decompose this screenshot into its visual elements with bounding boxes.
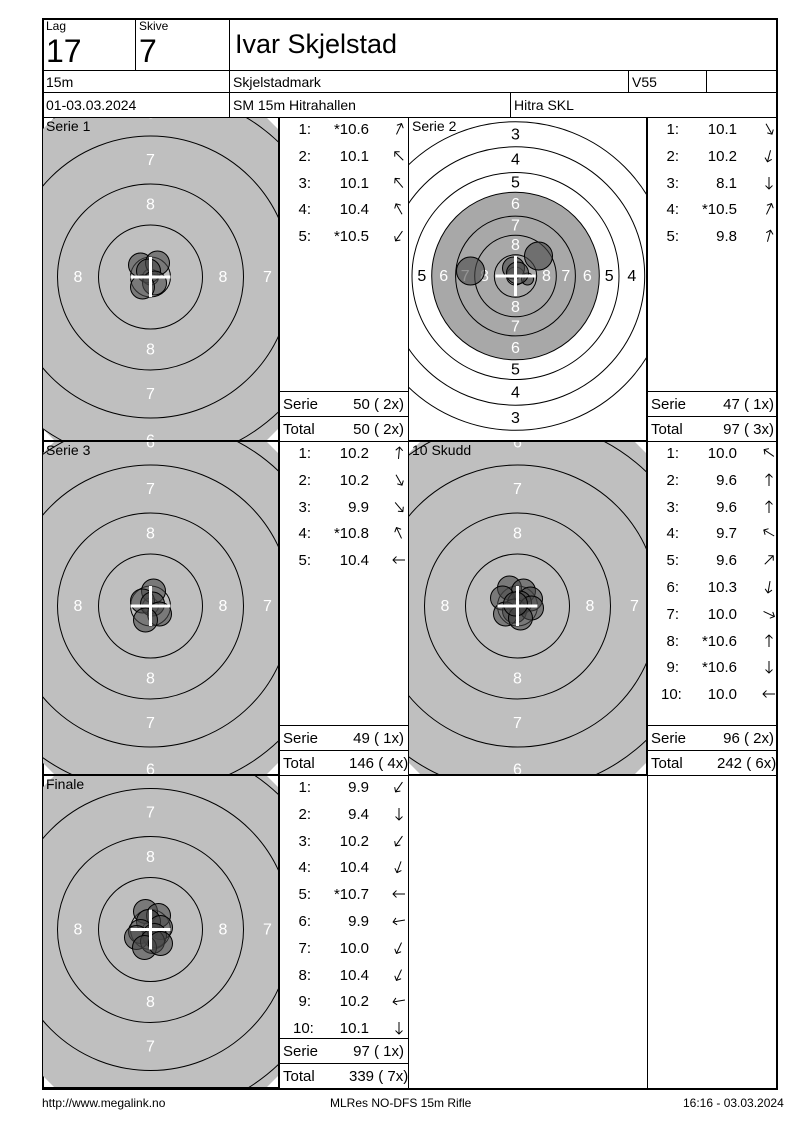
svg-text:7: 7	[146, 715, 155, 732]
svg-text:7: 7	[513, 481, 522, 498]
svg-text:8: 8	[74, 922, 83, 939]
svg-text:8: 8	[74, 598, 83, 615]
svg-text:6: 6	[511, 196, 520, 213]
svg-text:8: 8	[441, 598, 450, 615]
svg-text:4: 4	[627, 268, 636, 285]
svg-text:8: 8	[146, 849, 155, 866]
svg-text:6: 6	[511, 340, 520, 357]
svg-text:7: 7	[263, 598, 272, 615]
svg-text:7: 7	[263, 269, 272, 286]
svg-text:6: 6	[439, 268, 448, 285]
svg-text:6: 6	[146, 433, 155, 442]
svg-text:8: 8	[146, 526, 155, 543]
svg-text:Serie 1: Serie 1	[46, 118, 91, 134]
svg-text:8: 8	[146, 994, 155, 1011]
svg-text:8: 8	[511, 299, 520, 316]
svg-text:5: 5	[511, 174, 520, 191]
svg-text:7: 7	[513, 715, 522, 732]
svg-text:7: 7	[146, 1039, 155, 1056]
svg-text:6: 6	[146, 441, 155, 452]
svg-text:Serie 2: Serie 2	[412, 118, 457, 134]
svg-text:8: 8	[74, 269, 83, 286]
svg-text:7: 7	[263, 922, 272, 939]
svg-text:7: 7	[511, 318, 520, 335]
svg-text:7: 7	[630, 598, 639, 615]
svg-text:10 Skudd: 10 Skudd	[412, 442, 471, 458]
svg-text:6: 6	[513, 762, 522, 776]
svg-text:7: 7	[146, 805, 155, 822]
svg-text:8: 8	[586, 598, 595, 615]
svg-text:7: 7	[146, 386, 155, 403]
svg-text:8: 8	[219, 598, 228, 615]
svg-text:3: 3	[511, 410, 520, 427]
svg-text:7: 7	[146, 152, 155, 169]
svg-text:8: 8	[513, 526, 522, 543]
svg-text:3: 3	[511, 126, 520, 143]
svg-text:8: 8	[146, 197, 155, 214]
svg-text:4: 4	[511, 384, 520, 401]
svg-text:6: 6	[513, 441, 522, 452]
svg-text:7: 7	[146, 481, 155, 498]
svg-text:8: 8	[219, 922, 228, 939]
svg-text:5: 5	[605, 268, 614, 285]
svg-text:5: 5	[417, 268, 426, 285]
svg-text:7: 7	[511, 218, 520, 235]
svg-text:Serie 3: Serie 3	[46, 442, 91, 458]
svg-text:8: 8	[511, 237, 520, 254]
svg-text:8: 8	[146, 342, 155, 359]
svg-text:6: 6	[583, 268, 592, 285]
svg-text:8: 8	[542, 268, 551, 285]
svg-text:8: 8	[219, 269, 228, 286]
svg-text:6: 6	[146, 762, 155, 776]
svg-text:8: 8	[146, 671, 155, 688]
svg-text:4: 4	[511, 152, 520, 169]
svg-text:7: 7	[561, 268, 570, 285]
svg-text:8: 8	[513, 671, 522, 688]
svg-text:Finale: Finale	[46, 776, 84, 792]
svg-text:5: 5	[511, 362, 520, 379]
